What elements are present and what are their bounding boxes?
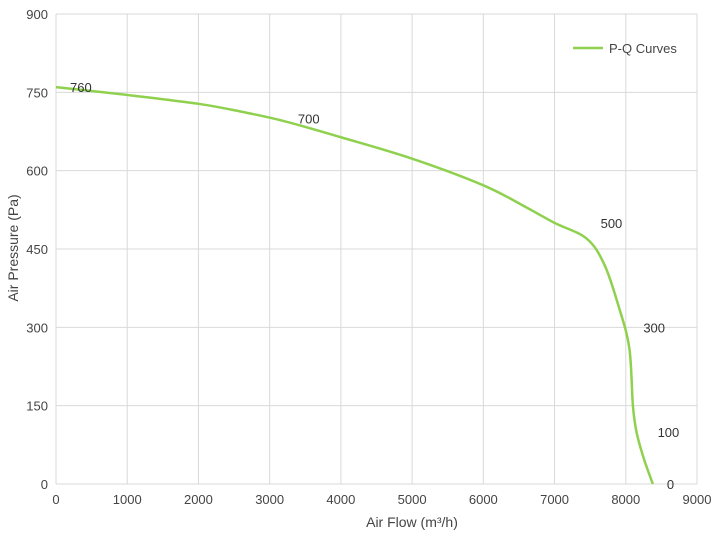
x-tick-label: 8000 (611, 492, 640, 507)
series-line-p-q-curves (55, 85, 655, 485)
x-tick-label: 0 (52, 492, 59, 507)
legend: P-Q Curves (573, 41, 677, 56)
y-tick-label: 900 (26, 7, 48, 22)
x-tick-label: 6000 (469, 492, 498, 507)
y-axis-label: Air Pressure (Pa) (5, 194, 21, 301)
y-tick-label: 0 (41, 477, 48, 492)
legend-label-p-q-curves: P-Q Curves (609, 41, 677, 56)
data-label: 700 (298, 111, 320, 126)
x-tick-label: 7000 (540, 492, 569, 507)
y-tick-label: 750 (26, 85, 48, 100)
y-tick-label: 150 (26, 399, 48, 414)
x-axis-label: Air Flow (m³/h) (366, 514, 458, 530)
x-tick-label: 5000 (398, 492, 427, 507)
data-labels: 760 700 500 300 100 0 (70, 80, 679, 492)
y-tick-label: 450 (26, 242, 48, 257)
x-tick-label: 1000 (113, 492, 142, 507)
data-label: 300 (643, 320, 665, 335)
grid-lines (55, 13, 698, 485)
x-tick-label: 2000 (184, 492, 213, 507)
x-tick-label: 9000 (683, 492, 712, 507)
y-tick-label: 300 (26, 320, 48, 335)
x-tick-label: 4000 (326, 492, 355, 507)
x-tick-label: 3000 (255, 492, 284, 507)
data-label: 0 (667, 477, 674, 492)
y-tick-labels: 0 150 300 450 600 750 900 (26, 7, 48, 492)
series-layer (55, 85, 655, 485)
data-label: 500 (601, 216, 623, 231)
data-label: 760 (70, 80, 92, 95)
y-tick-label: 600 (26, 164, 48, 179)
data-label: 100 (658, 425, 680, 440)
x-tick-labels: 0 1000 2000 3000 4000 5000 6000 7000 8000 9000 (52, 492, 711, 507)
